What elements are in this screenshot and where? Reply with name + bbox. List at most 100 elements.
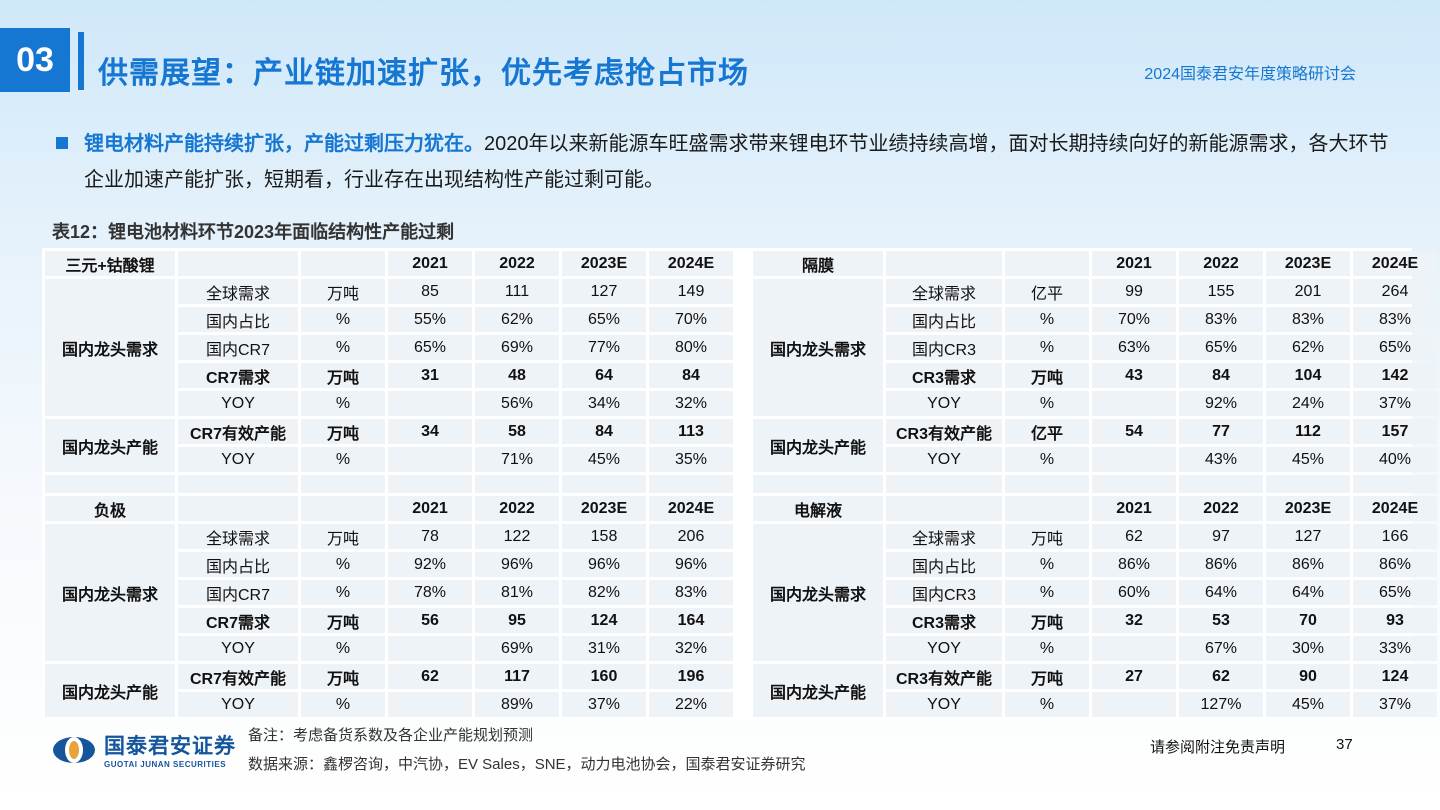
value-cell: 201 bbox=[1266, 279, 1350, 304]
unit-cell: % bbox=[301, 335, 385, 360]
table-row: YOY% 89% 37% 22% YOY% 127% 45% 37% bbox=[45, 692, 1437, 717]
column-gap bbox=[736, 447, 750, 472]
unit-cell: % bbox=[1005, 391, 1089, 416]
value-cell: 82% bbox=[562, 580, 646, 605]
unit-cell: % bbox=[1005, 552, 1089, 577]
unit-cell: 万吨 bbox=[301, 419, 385, 444]
value-cell: 62% bbox=[475, 307, 559, 332]
table-row: 国内龙头产能 CR7有效产能 万吨 34 58 84 113 国内龙头产能 CR3有效产能 亿平 5… bbox=[45, 419, 1437, 472]
value-cell bbox=[1092, 447, 1176, 472]
item-label: CR7有效产能 bbox=[178, 419, 298, 444]
value-cell: 124 bbox=[1353, 664, 1437, 689]
item-label: YOY bbox=[886, 447, 1002, 472]
column-gap bbox=[736, 636, 750, 661]
value-cell: 81% bbox=[475, 580, 559, 605]
value-cell: 95 bbox=[475, 608, 559, 633]
item-label: CR3有效产能 bbox=[886, 419, 1002, 444]
value-cell: 53 bbox=[1179, 608, 1263, 633]
table-section-bottom: 负极 2021 2022 2023E 2024E 电解液 2021 2022 2023E 2024… bbox=[45, 496, 1437, 717]
value-cell: 67% bbox=[1179, 636, 1263, 661]
value-cell: 37% bbox=[562, 692, 646, 717]
item-label: CR7需求 bbox=[178, 608, 298, 633]
value-cell: 64% bbox=[1179, 580, 1263, 605]
value-cell: 63% bbox=[1092, 335, 1176, 360]
value-cell: 96% bbox=[562, 552, 646, 577]
item-label: 国内CR7 bbox=[178, 335, 298, 360]
year-header: 2023E bbox=[562, 251, 646, 276]
value-cell: 160 bbox=[562, 664, 646, 689]
header-blank-cell bbox=[178, 496, 298, 521]
value-cell: 64% bbox=[1266, 580, 1350, 605]
value-cell: 164 bbox=[649, 608, 733, 633]
value-cell bbox=[1092, 636, 1176, 661]
item-label: 国内CR3 bbox=[886, 335, 1002, 360]
value-cell: 40% bbox=[1353, 447, 1437, 472]
column-gap bbox=[736, 335, 750, 360]
unit-cell: 亿平 bbox=[1005, 279, 1089, 304]
unit-cell: % bbox=[1005, 580, 1089, 605]
value-cell: 31% bbox=[562, 636, 646, 661]
value-cell: 86% bbox=[1179, 552, 1263, 577]
value-cell: 142 bbox=[1353, 363, 1437, 388]
year-header: 2024E bbox=[1353, 496, 1437, 521]
value-cell: 264 bbox=[1353, 279, 1437, 304]
value-cell: 31 bbox=[388, 363, 472, 388]
value-cell: 96% bbox=[649, 552, 733, 577]
header-blank-cell bbox=[1005, 251, 1089, 276]
value-cell bbox=[388, 447, 472, 472]
item-label: 全球需求 bbox=[886, 524, 1002, 549]
table-row: YOY% 69% 31% 32% YOY% 67% 30% 33% bbox=[45, 636, 1437, 661]
value-cell: 56 bbox=[388, 608, 472, 633]
item-label: CR3需求 bbox=[886, 363, 1002, 388]
disclaimer-link[interactable]: 请参阅附注免责声明 bbox=[1150, 739, 1286, 756]
value-cell: 65% bbox=[1353, 580, 1437, 605]
item-label: 国内占比 bbox=[178, 552, 298, 577]
company-logo: 国泰君安证券 GUOTAI JUNAN SECURITIES bbox=[52, 730, 236, 769]
value-cell: 206 bbox=[649, 524, 733, 549]
value-cell: 69% bbox=[475, 636, 559, 661]
value-cell: 24% bbox=[1266, 391, 1350, 416]
value-cell: 77 bbox=[1179, 419, 1263, 444]
footnote: 备注：考虑备货系数及各企业产能规划预测 bbox=[248, 727, 534, 744]
value-cell: 33% bbox=[1353, 636, 1437, 661]
column-gap bbox=[736, 279, 750, 304]
item-label: 国内CR3 bbox=[886, 580, 1002, 605]
value-cell: 86% bbox=[1092, 552, 1176, 577]
unit-cell: 万吨 bbox=[1005, 664, 1089, 689]
value-cell: 93 bbox=[1353, 608, 1437, 633]
value-cell: 65% bbox=[388, 335, 472, 360]
value-cell: 83% bbox=[1179, 307, 1263, 332]
value-cell: 54 bbox=[1092, 419, 1176, 444]
value-cell: 30% bbox=[1266, 636, 1350, 661]
item-label: 国内占比 bbox=[886, 552, 1002, 577]
value-cell: 62 bbox=[1179, 664, 1263, 689]
item-label: 国内占比 bbox=[178, 307, 298, 332]
header-blank-cell bbox=[301, 496, 385, 521]
unit-cell: % bbox=[301, 636, 385, 661]
value-cell: 70% bbox=[649, 307, 733, 332]
table-caption: 表12：锂电池材料环节2023年面临结构性产能过剩 bbox=[52, 222, 455, 242]
unit-cell: % bbox=[301, 447, 385, 472]
item-label: YOY bbox=[886, 391, 1002, 416]
year-header: 2021 bbox=[1092, 496, 1176, 521]
unit-cell: 万吨 bbox=[301, 279, 385, 304]
value-cell: 112 bbox=[1266, 419, 1350, 444]
value-cell: 78 bbox=[388, 524, 472, 549]
value-cell: 64 bbox=[562, 363, 646, 388]
value-cell: 122 bbox=[475, 524, 559, 549]
quadrant-header: 电解液 bbox=[753, 496, 883, 521]
value-cell: 124 bbox=[562, 608, 646, 633]
row-group-label: 国内龙头产能 bbox=[753, 419, 883, 472]
table-row: 国内龙头需求 全球需求 万吨 78 122 158 206 国内龙头需求 全球需求 万吨 62 97 1… bbox=[45, 524, 1437, 661]
quadrant-header: 三元+钴酸锂 bbox=[45, 251, 175, 276]
value-cell: 117 bbox=[475, 664, 559, 689]
unit-cell: 万吨 bbox=[301, 664, 385, 689]
year-header: 2021 bbox=[1092, 251, 1176, 276]
value-cell: 83% bbox=[1266, 307, 1350, 332]
unit-cell: 万吨 bbox=[301, 524, 385, 549]
value-cell: 32% bbox=[649, 636, 733, 661]
item-label: CR3有效产能 bbox=[886, 664, 1002, 689]
row-group-label: 国内龙头需求 bbox=[753, 279, 883, 416]
column-gap bbox=[736, 307, 750, 332]
year-header: 2023E bbox=[1266, 496, 1350, 521]
